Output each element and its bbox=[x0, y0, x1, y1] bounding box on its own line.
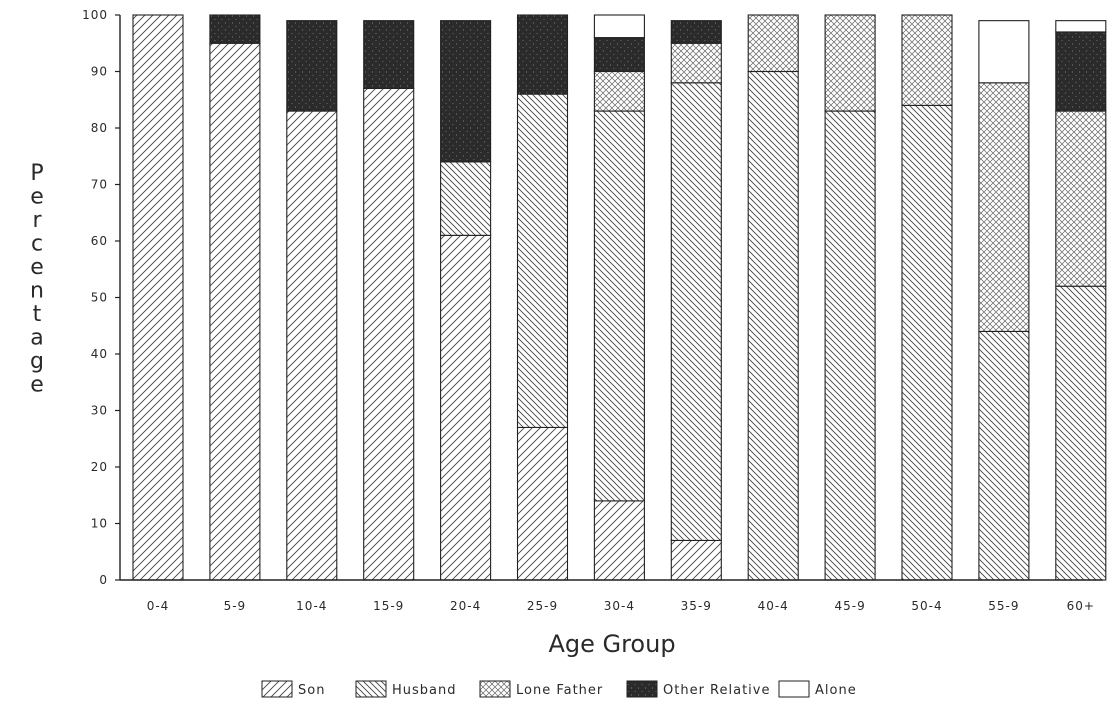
y-tick-labels: 0 10 20 30 40 50 60 70 80 90 100 bbox=[82, 8, 108, 587]
bars-layer bbox=[132, 14, 1107, 581]
bar-segment-25-9-son bbox=[516, 426, 569, 581]
y-axis-title-letter: n bbox=[30, 279, 44, 304]
x-tick-label: 10-4 bbox=[296, 599, 327, 613]
legend-swatch-alone bbox=[778, 680, 810, 698]
bar-segment-15-9-son bbox=[363, 87, 415, 581]
bar-segment-10-4-son bbox=[286, 110, 338, 581]
bar-segment-45-9-lone-father bbox=[824, 14, 876, 112]
x-tick-label: 25-9 bbox=[527, 599, 558, 613]
axes-layer bbox=[115, 14, 1103, 581]
bar-segment-40-4-lone-father bbox=[747, 14, 799, 73]
bar-segment-35-9-son bbox=[670, 539, 722, 581]
x-tick-label: 40-4 bbox=[758, 599, 789, 613]
y-tick-label: 80 bbox=[91, 121, 108, 135]
y-tick-label: 50 bbox=[91, 291, 108, 305]
legend-swatch-lone-father bbox=[479, 680, 511, 698]
y-axis-title-letter: a bbox=[30, 326, 43, 351]
y-axis-title-letter: P bbox=[30, 161, 43, 186]
bar-segment-25-9-husband bbox=[516, 93, 569, 429]
bar-segment-55-9-husband bbox=[978, 330, 1030, 581]
y-tick-label: 20 bbox=[91, 460, 108, 474]
legend-swatch-other-relative bbox=[626, 680, 658, 698]
bar-segment-40-4-husband bbox=[747, 70, 799, 581]
x-tick-label: 20-4 bbox=[450, 599, 481, 613]
y-tick-label: 70 bbox=[91, 178, 108, 192]
y-axis-title-letter: t bbox=[33, 302, 42, 327]
bar-segment-55-9-alone bbox=[978, 20, 1030, 84]
y-axis-title-letter: g bbox=[30, 349, 44, 374]
bar-segment-5-9-other-relative bbox=[209, 14, 261, 44]
legend-label-alone: Alone bbox=[815, 683, 857, 698]
x-tick-label: 35-9 bbox=[681, 599, 712, 613]
bar-segment-60+-husband bbox=[1055, 285, 1107, 581]
bar-segment-35-9-other-relative bbox=[670, 20, 722, 44]
bar-segment-5-9-son bbox=[209, 42, 261, 581]
bar-segment-35-9-husband bbox=[670, 82, 722, 541]
x-tick-label: 15-9 bbox=[373, 599, 404, 613]
bar-segment-50-4-lone-father bbox=[901, 14, 953, 106]
bar-segment-30-4-son bbox=[593, 500, 645, 581]
y-tick-label: 60 bbox=[91, 234, 108, 248]
bar-segment-60+-alone bbox=[1055, 20, 1107, 33]
bar-segment-60+-lone-father bbox=[1055, 110, 1107, 287]
y-tick-label: 30 bbox=[91, 404, 108, 418]
y-tick-label: 40 bbox=[91, 347, 108, 361]
x-tick-labels: 0-4 5-9 10-4 15-9 20-4 25-9 30-4 35-9 40-4 45-9 50… bbox=[147, 599, 1095, 613]
bar-segment-15-9-other-relative bbox=[363, 20, 415, 90]
y-axis-title-letter: e bbox=[30, 185, 44, 210]
x-tick-label: 30-4 bbox=[604, 599, 635, 613]
y-tick-label: 10 bbox=[91, 517, 108, 531]
x-axis-title: Age Group bbox=[548, 630, 675, 658]
y-axis-title-letter: r bbox=[32, 208, 42, 233]
bar-segment-60+-other-relative bbox=[1055, 31, 1107, 112]
x-tick-label: 60+ bbox=[1067, 599, 1095, 613]
legend-label-husband: Husband bbox=[392, 683, 457, 698]
bar-segment-0-4-son bbox=[132, 14, 184, 581]
bar-segment-30-4-lone-father bbox=[593, 70, 645, 112]
y-tick-label: 100 bbox=[82, 8, 108, 22]
bar-segment-10-4-other-relative bbox=[286, 20, 338, 112]
legend-label-lone-father: Lone Father bbox=[516, 683, 603, 698]
legend-swatch-husband bbox=[355, 680, 387, 698]
bar-segment-35-9-lone-father bbox=[670, 42, 722, 84]
legend-swatch-son bbox=[261, 680, 293, 698]
bar-segment-45-9-husband bbox=[824, 110, 876, 581]
y-axis-title-letter: c bbox=[31, 232, 43, 257]
bar-segment-20-4-husband bbox=[440, 161, 492, 236]
bar-segment-30-4-husband bbox=[593, 110, 645, 502]
x-tick-label: 55-9 bbox=[988, 599, 1019, 613]
x-tick-label: 5-9 bbox=[224, 599, 247, 613]
bar-segment-20-4-son bbox=[440, 234, 492, 581]
y-axis-title-letter: e bbox=[30, 373, 44, 398]
legend: Son Husband Lone Father Other Relative Alone bbox=[261, 680, 857, 698]
bar-segment-20-4-other-relative bbox=[440, 20, 492, 163]
bar-segment-55-9-lone-father bbox=[978, 82, 1030, 332]
y-tick-label: 0 bbox=[99, 573, 108, 587]
bar-segment-30-4-other-relative bbox=[593, 37, 645, 73]
bar-segment-50-4-husband bbox=[901, 104, 953, 581]
bar-segment-25-9-other-relative bbox=[516, 14, 569, 95]
x-tick-label: 45-9 bbox=[834, 599, 865, 613]
y-tick-label: 90 bbox=[91, 65, 108, 79]
bar-segment-30-4-alone bbox=[593, 14, 645, 39]
legend-label-son: Son bbox=[298, 683, 325, 698]
x-tick-label: 0-4 bbox=[147, 599, 170, 613]
y-axis-title-letter: e bbox=[30, 255, 44, 280]
legend-label-other-relative: Other Relative bbox=[663, 683, 770, 698]
x-tick-label: 50-4 bbox=[911, 599, 942, 613]
